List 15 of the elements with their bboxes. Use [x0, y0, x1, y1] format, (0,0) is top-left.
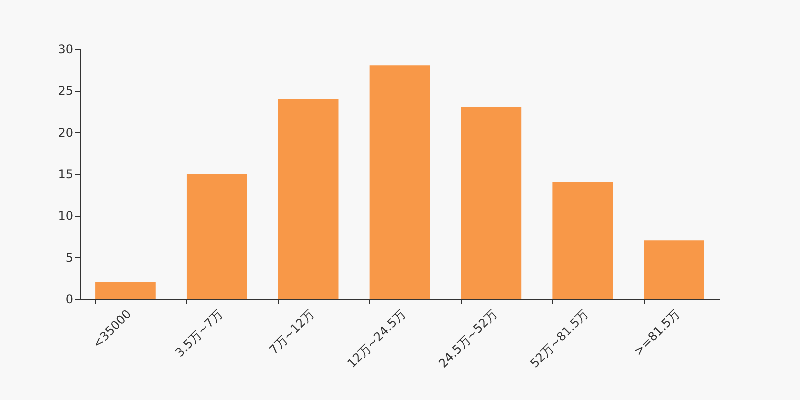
bar	[552, 182, 614, 299]
y-tick-label: 30	[58, 42, 74, 56]
bar	[186, 174, 248, 299]
y-tick-label: 5	[66, 250, 74, 265]
bar	[96, 282, 156, 299]
y-tick-label: 20	[58, 126, 74, 140]
y-tick-label: 10	[58, 209, 74, 224]
y-tick-label: 15	[58, 168, 74, 182]
bar	[461, 107, 522, 299]
y-tick-label: 25	[58, 84, 74, 98]
bar	[370, 66, 430, 299]
bar	[278, 99, 339, 299]
bar	[644, 240, 704, 299]
x-tick-label: 3.5万~7万	[172, 307, 226, 360]
y-tick-label: 0	[66, 292, 74, 306]
